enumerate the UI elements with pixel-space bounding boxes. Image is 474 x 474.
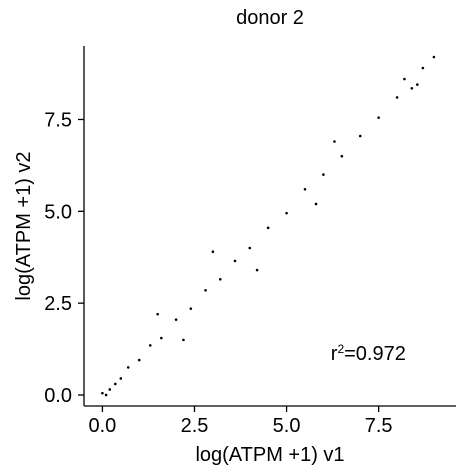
r-squared-prefix: r: [331, 343, 338, 365]
data-point: [126, 366, 130, 369]
data-point: [358, 134, 362, 138]
chart-title: donor 2: [236, 7, 304, 29]
data-point: [377, 116, 380, 119]
y-tick-label: 2.5: [44, 293, 72, 315]
r-squared-value: =0.972: [344, 343, 406, 365]
data-point: [204, 288, 207, 292]
data-point: [182, 338, 185, 342]
x-tick-label: 5.0: [273, 415, 301, 437]
data-point: [211, 250, 215, 254]
data-point: [416, 83, 419, 86]
data-point: [248, 246, 252, 250]
data-point: [114, 382, 117, 386]
data-point: [395, 96, 399, 99]
data-point: [421, 66, 425, 70]
data-point: [303, 187, 307, 191]
data-point: [148, 344, 152, 347]
data-point: [218, 277, 222, 281]
scatter-points: [101, 55, 436, 397]
data-point: [333, 140, 336, 143]
data-point: [410, 86, 414, 90]
data-point: [403, 77, 406, 81]
data-point: [285, 211, 288, 215]
data-point: [119, 377, 123, 380]
data-point: [101, 391, 104, 395]
data-point: [322, 173, 325, 176]
data-point: [432, 55, 436, 59]
r-squared-annotation: r2=0.972: [331, 342, 406, 365]
y-tick-label: 7.5: [44, 109, 72, 131]
y-tick-label: 5.0: [44, 201, 72, 223]
data-point: [156, 312, 159, 316]
data-point: [104, 393, 108, 397]
data-point: [108, 388, 112, 391]
data-point: [189, 307, 193, 310]
x-tick-label: 7.5: [365, 415, 393, 437]
y-axis-label: log(ATPM +1) v2: [13, 151, 35, 300]
data-point: [255, 268, 259, 272]
r-squared-superscript: 2: [337, 342, 344, 356]
data-point: [233, 259, 237, 263]
x-tick-label: 0.0: [89, 415, 117, 437]
data-point: [340, 154, 344, 158]
y-axis-ticks: 0.0 2.5 5.0 7.5: [44, 109, 84, 407]
data-point: [160, 336, 163, 340]
x-tick-label: 2.5: [181, 415, 209, 437]
x-axis-label: log(ATPM +1) v1: [195, 444, 344, 466]
data-point: [137, 358, 141, 362]
data-point: [266, 226, 270, 230]
x-axis-ticks: 0.0 2.5 5.0 7.5: [89, 406, 393, 437]
y-tick-label: 0.0: [44, 385, 72, 407]
data-point: [174, 318, 178, 321]
data-point: [314, 202, 318, 206]
